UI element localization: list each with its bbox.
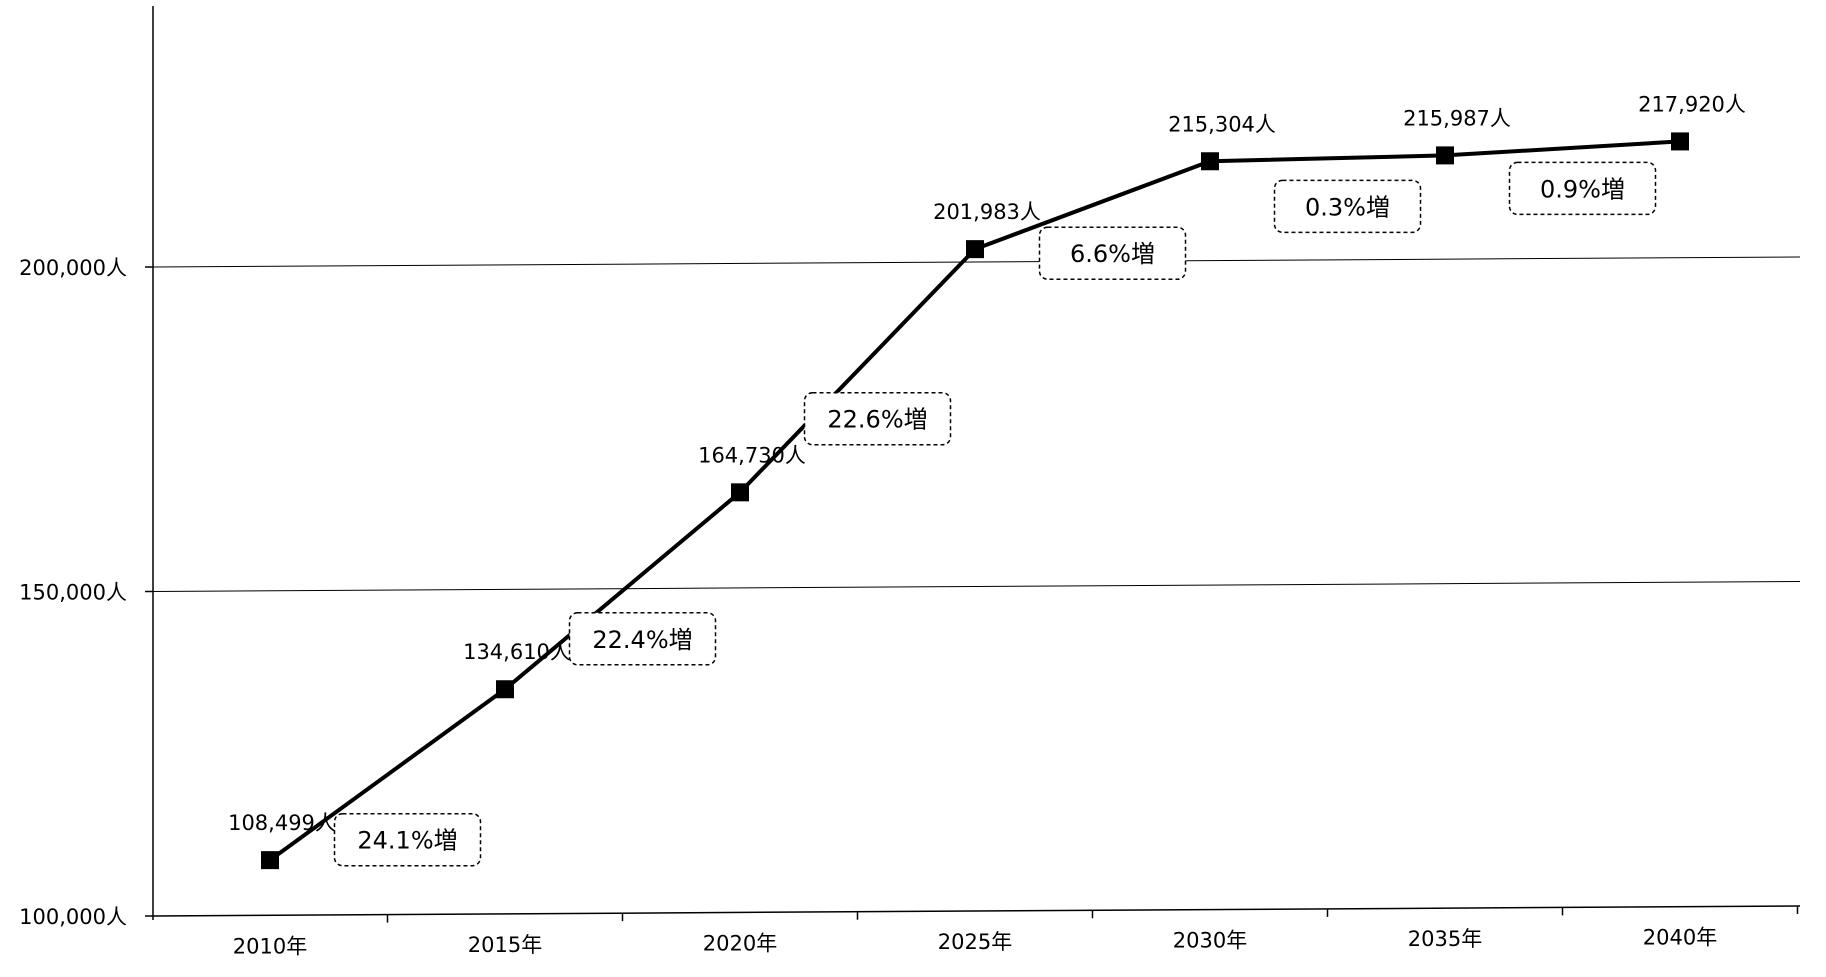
x-tick-label: 2020年 (703, 931, 777, 955)
growth-label: 0.3%増 (1305, 193, 1390, 221)
growth-label: 24.1%増 (357, 827, 457, 855)
x-tick-label: 2025年 (938, 930, 1012, 954)
y-tick-label: 150,000人 (19, 581, 127, 605)
growth-box (1038, 226, 1187, 280)
data-point-marker (261, 851, 279, 870)
y-tick-label: 200,000人 (19, 256, 127, 280)
growth-label: 22.4%増 (592, 626, 692, 654)
x-axis (152, 905, 1801, 917)
x-tick-label: 2010年 (233, 934, 307, 958)
data-point-marker (731, 483, 749, 502)
x-tick-label: 2030年 (1173, 929, 1247, 953)
growth-box (1273, 179, 1422, 234)
x-axis-ticks: 2010年 2015年 2020年 2025年 2030年 2035年 2040年 (233, 906, 1799, 958)
grid (152, 256, 1801, 592)
gridline-150000 (152, 581, 1801, 592)
data-point-marker (1671, 132, 1689, 151)
markers (261, 132, 1689, 870)
data-labels: 108,499人 134,610人 164,730人 201,983人 215,304人… (228, 92, 1746, 835)
growth-box (333, 812, 482, 867)
data-label: 201,983人 (933, 200, 1041, 224)
data-label: 215,987人 (1403, 106, 1511, 130)
data-label: 215,304人 (1168, 112, 1276, 136)
x-tick-label: 2015年 (468, 933, 542, 957)
growth-box (1508, 161, 1657, 216)
data-point-marker (496, 680, 514, 699)
growth-box (803, 391, 952, 446)
growth-label: 6.6%増 (1070, 240, 1155, 268)
data-point-marker (1436, 146, 1454, 165)
y-tick-label: 100,000人 (19, 905, 127, 929)
data-point-marker (1201, 152, 1219, 171)
x-tick-label: 2035年 (1408, 927, 1482, 951)
gridline-200000 (152, 256, 1801, 268)
data-label: 134,610人 (463, 640, 571, 664)
growth-annotations: 24.1%増 22.4%増 22.6%増 6.6%増 0.3%増 0.9%増 (333, 161, 1657, 867)
data-point-marker (966, 240, 984, 259)
growth-label: 0.9%増 (1540, 175, 1625, 203)
y-axis-ticks: 100,000人 150,000人 200,000人 (19, 256, 153, 929)
growth-label: 22.6%増 (827, 406, 927, 434)
growth-box (568, 612, 717, 666)
data-label: 108,499人 (228, 811, 336, 835)
data-label: 217,920人 (1638, 92, 1746, 116)
data-label: 164,730人 (698, 443, 806, 467)
x-tick-label: 2040年 (1643, 926, 1717, 950)
